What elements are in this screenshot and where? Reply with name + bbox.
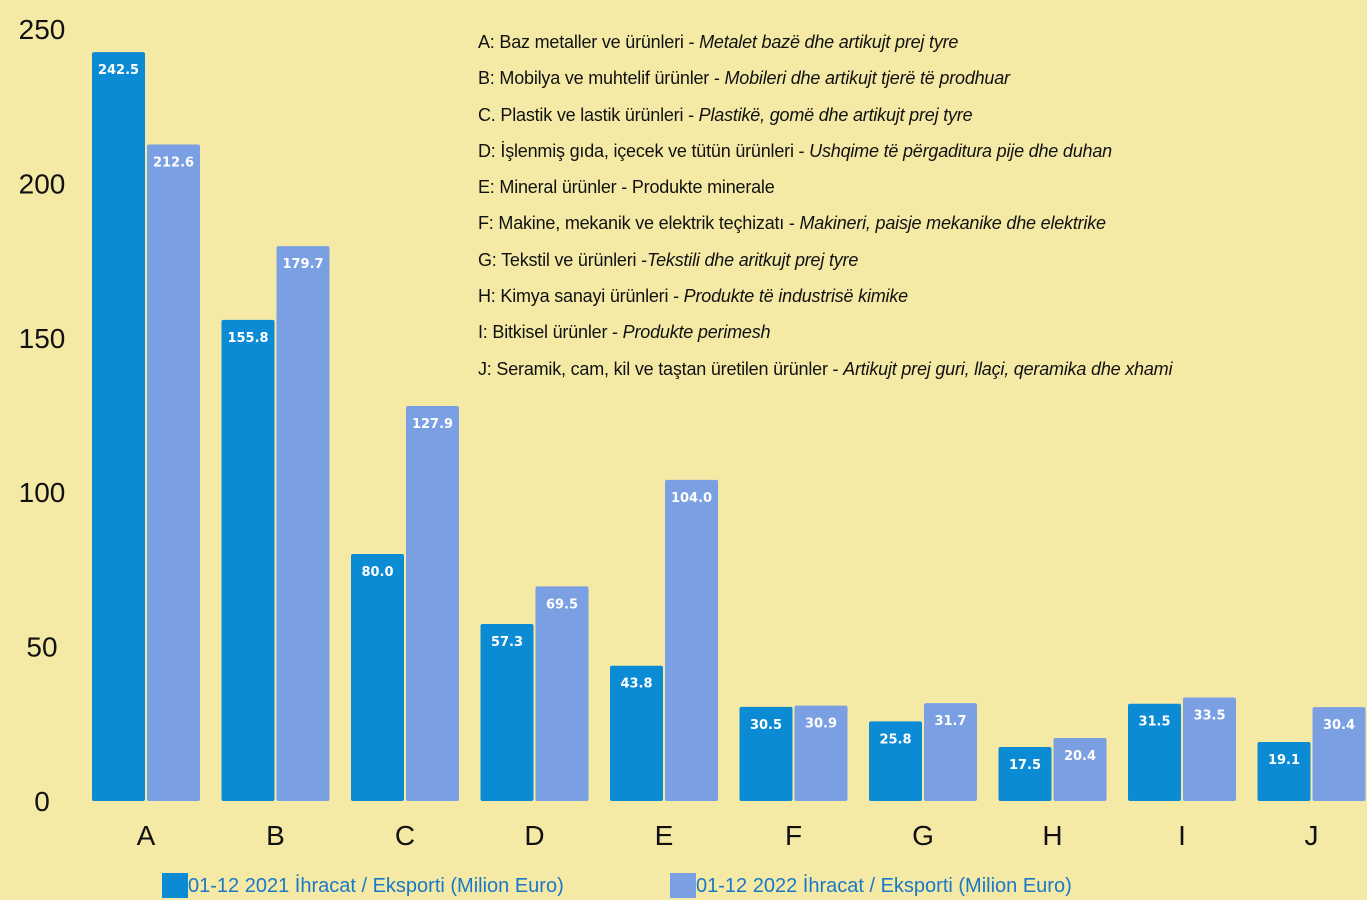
- data-label: 127.9: [412, 417, 453, 432]
- bar-E-2021: [610, 665, 663, 801]
- data-label: 31.7: [934, 714, 966, 729]
- bar-G-2021: [869, 721, 922, 801]
- x-tick-label: H: [1042, 820, 1062, 851]
- category-description: J: Seramik, cam, kil ve taştan üretilen …: [478, 358, 1173, 379]
- bar-A-2021: [92, 52, 145, 802]
- x-tick-label: J: [1305, 820, 1319, 851]
- x-tick-label: C: [395, 820, 415, 851]
- y-tick-label: 150: [19, 323, 66, 354]
- y-tick-label: 200: [19, 168, 66, 199]
- x-tick-label: E: [655, 820, 674, 851]
- category-description: E: Mineral ürünler - Produkte minerale: [478, 177, 775, 198]
- y-axis: 0 50 100 150 200 250: [19, 14, 66, 817]
- bar-I-2021: [1128, 703, 1181, 801]
- bar-G-2022: [924, 703, 977, 801]
- y-tick-label: 250: [19, 14, 66, 45]
- data-label: 17.5: [1009, 758, 1041, 773]
- category-description: F: Makine, mekanik ve elektrik teçhizatı…: [478, 213, 1106, 234]
- data-label: 57.3: [491, 635, 523, 650]
- legend-item-2021: 01-12 2021 İhracat / Eksporti (Milion Eu…: [162, 873, 564, 898]
- data-label: 80.0: [361, 565, 393, 580]
- bar-A-2022: [147, 144, 200, 801]
- legend-swatch-2022: [670, 873, 696, 898]
- bar-J-2022: [1312, 707, 1366, 801]
- data-label: 43.8: [620, 677, 652, 692]
- data-label: 25.8: [879, 732, 911, 747]
- data-label: 30.9: [805, 717, 837, 732]
- x-tick-label: A: [137, 820, 156, 851]
- y-tick-label: 0: [34, 786, 50, 817]
- legend-swatch-2021: [162, 873, 188, 898]
- bar-C-2022: [406, 406, 459, 801]
- data-label: 69.5: [546, 597, 578, 612]
- bar-J-2021: [1257, 742, 1311, 801]
- category-description: B: Mobilya ve muhtelif ürünler - Mobiler…: [478, 68, 1010, 89]
- bar-E-2022: [665, 479, 718, 801]
- data-label: 33.5: [1193, 709, 1225, 724]
- bar-B-2021: [221, 319, 275, 801]
- category-description: C. Plastik ve lastik ürünleri - Plastikë…: [478, 104, 973, 125]
- x-tick-label: G: [912, 820, 934, 851]
- bar-H-2021: [998, 746, 1052, 801]
- data-label: 155.8: [227, 331, 268, 346]
- bar-C-2021: [351, 553, 404, 801]
- bar-D-2021: [480, 624, 534, 801]
- data-label: 179.7: [282, 257, 323, 272]
- data-label: 19.1: [1268, 753, 1300, 768]
- x-axis: A B C D E F G H I J: [137, 820, 1319, 851]
- bar-I-2022: [1183, 697, 1236, 801]
- x-tick-label: D: [524, 820, 544, 851]
- category-descriptions: A: Baz metaller ve ürünleri - Metalet ba…: [478, 30, 1172, 393]
- bars: 242.5 212.6 155.8 179.7 80.0 127.9 57.3 69.5 43.…: [92, 52, 1366, 802]
- legend-label-2021: 01-12 2021 İhracat / Eksporti (Milion Eu…: [188, 875, 564, 897]
- legend-label-2022: 01-12 2022 İhracat / Eksporti (Milion Eu…: [696, 875, 1072, 897]
- data-label: 31.5: [1138, 715, 1170, 730]
- x-tick-label: B: [266, 820, 285, 851]
- bar-F-2022: [794, 705, 848, 801]
- data-label: 242.5: [98, 63, 139, 78]
- bar-D-2022: [535, 586, 589, 801]
- data-label: 212.6: [153, 155, 194, 170]
- x-tick-label: F: [785, 820, 802, 851]
- data-label: 30.4: [1323, 718, 1355, 733]
- y-tick-label: 50: [26, 632, 57, 663]
- category-description: A: Baz metaller ve ürünleri - Metalet ba…: [478, 32, 959, 52]
- data-label: 30.5: [750, 718, 782, 733]
- y-tick-label: 100: [19, 477, 66, 508]
- x-tick-label: I: [1178, 820, 1186, 851]
- category-description: I: Bitkisel ürünler - Produkte perimesh: [478, 322, 771, 343]
- data-label: 20.4: [1064, 749, 1096, 764]
- bar-F-2021: [739, 706, 793, 801]
- bar-H-2022: [1053, 738, 1107, 801]
- bar-B-2022: [276, 246, 330, 801]
- data-label: 104.0: [671, 491, 712, 506]
- category-description: G: Tekstil ve ürünleri -Tekstili dhe ari…: [478, 249, 859, 270]
- category-description: H: Kimya sanayi ürünleri - Produkte të i…: [478, 286, 908, 307]
- category-description: D: İşlenmiş gıda, içecek ve tütün ürünle…: [478, 140, 1112, 161]
- legend-item-2022: 01-12 2022 İhracat / Eksporti (Milion Eu…: [670, 873, 1072, 898]
